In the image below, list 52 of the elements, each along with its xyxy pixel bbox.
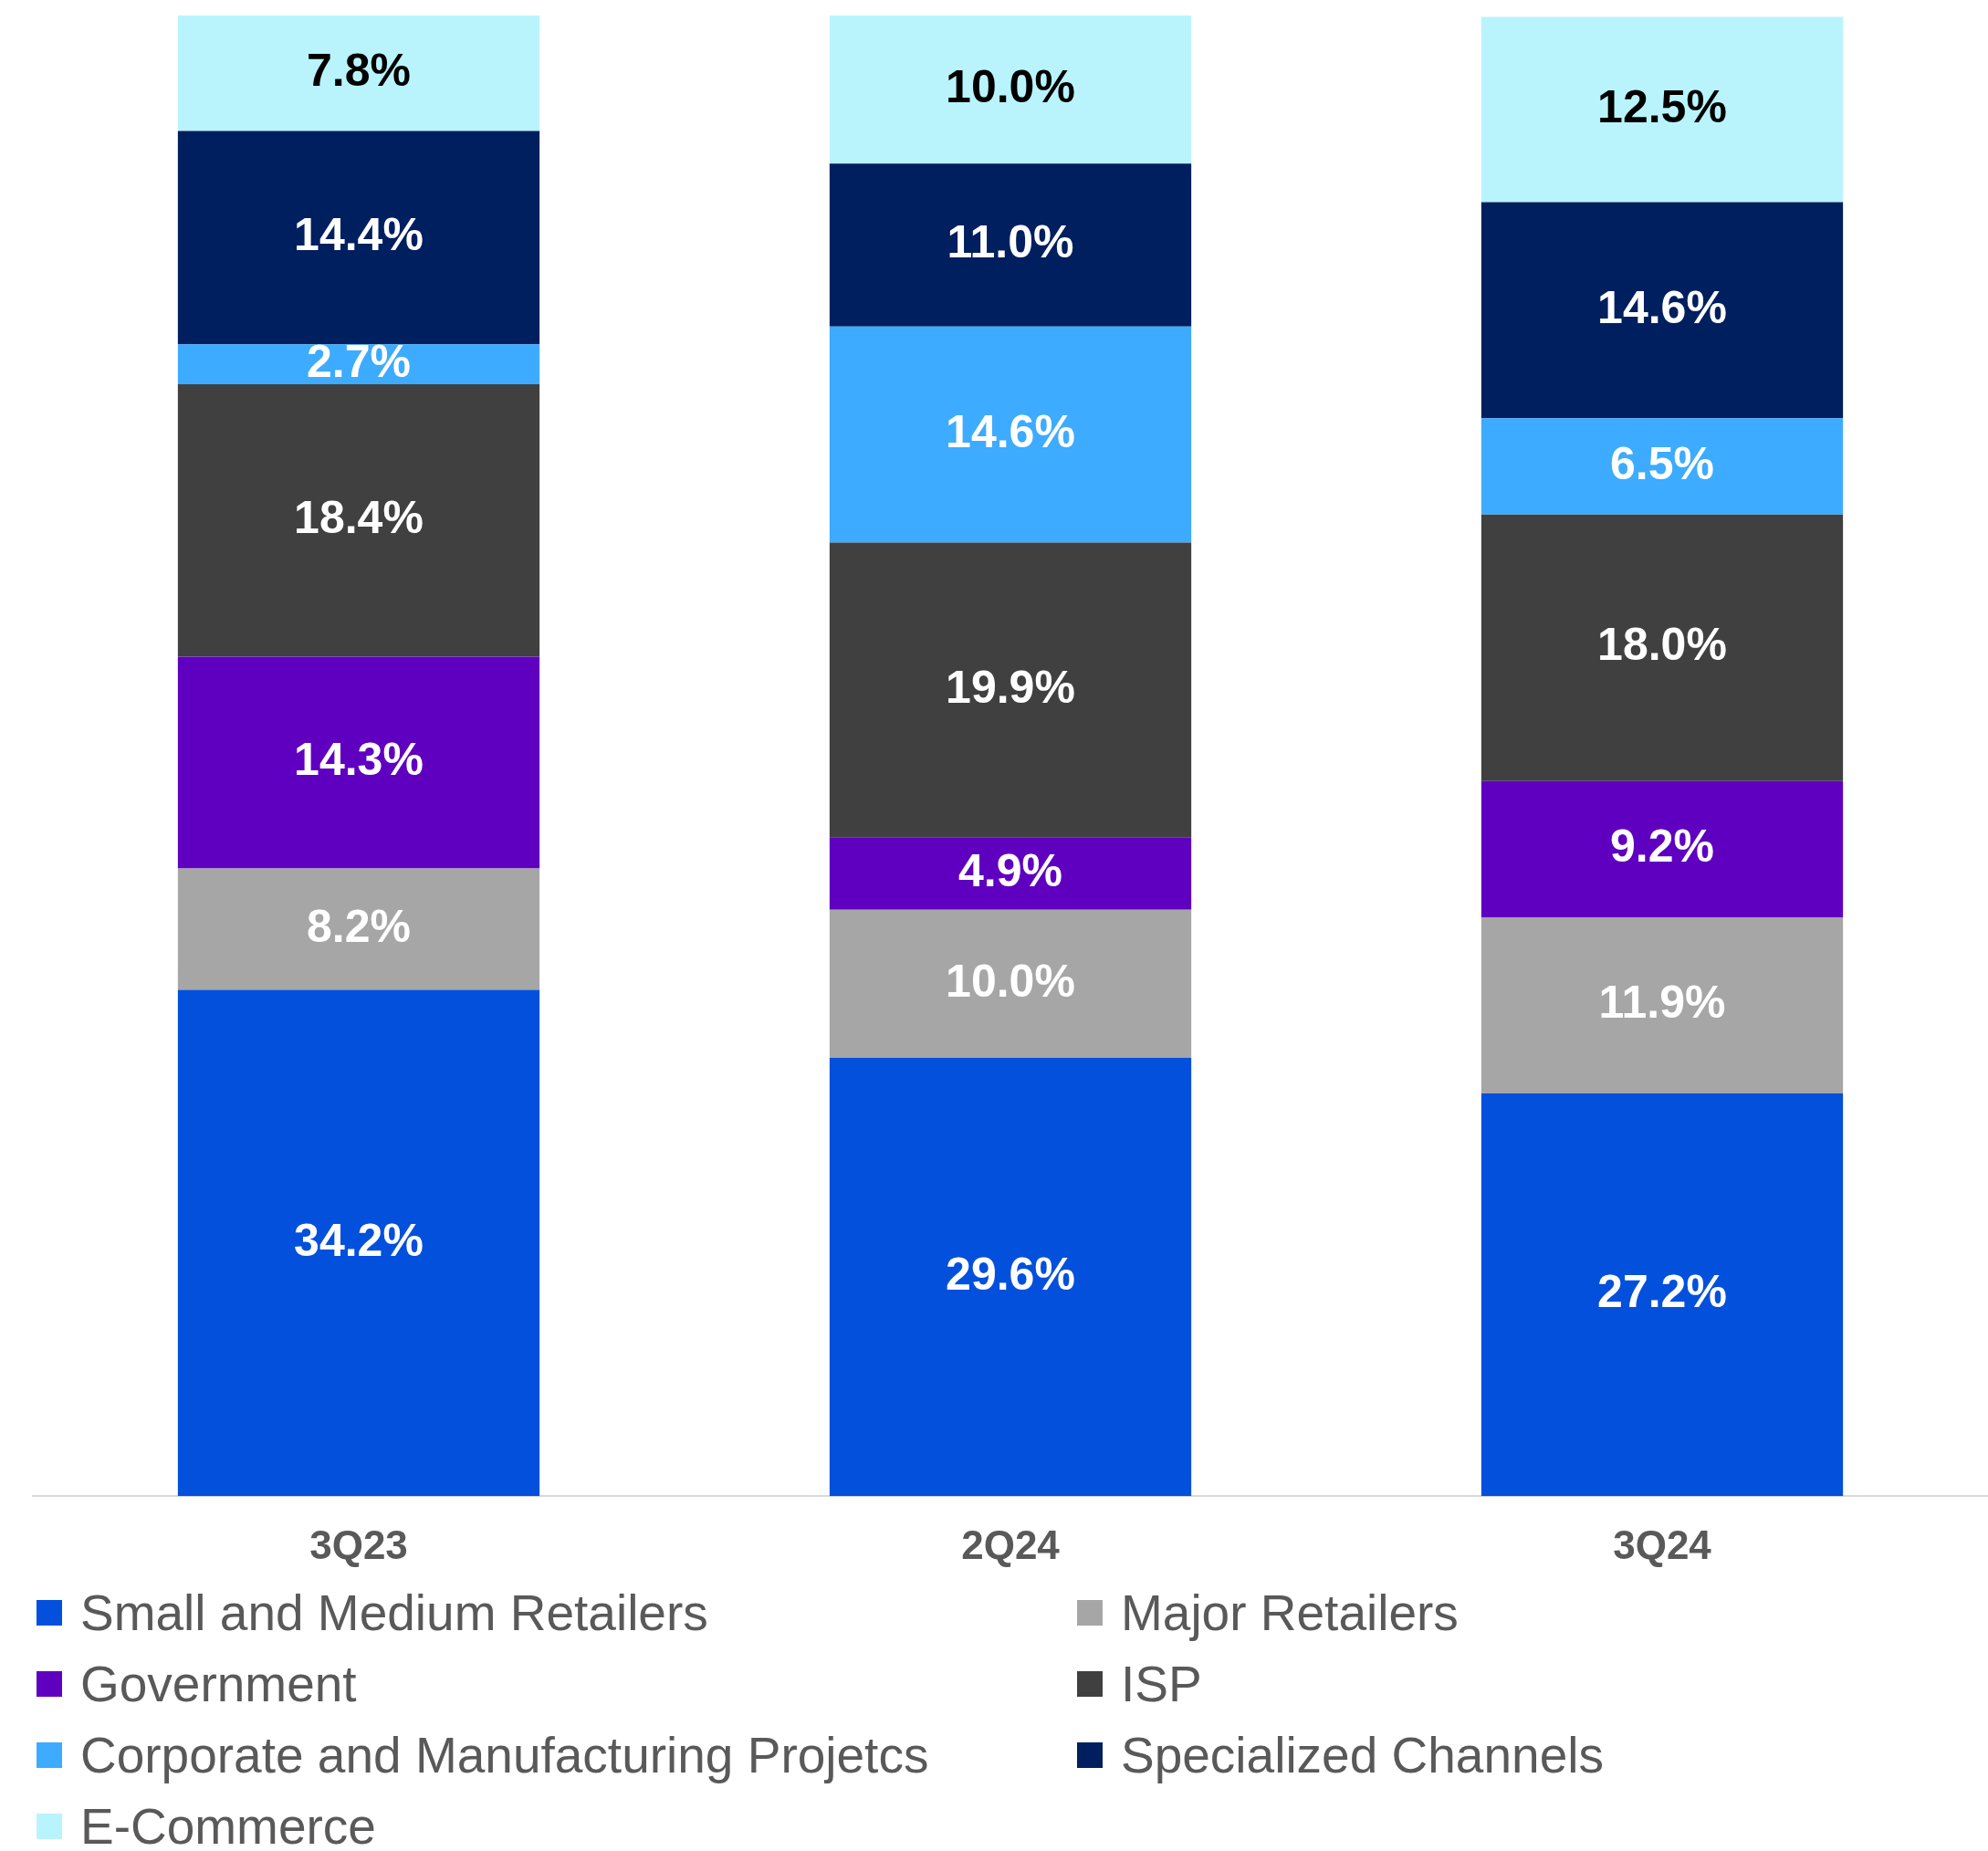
data-label: 14.3% [294, 734, 424, 786]
bar [177, 383, 540, 657]
x-tick-label: 2Q24 [961, 1522, 1061, 1567]
data-label: 4.9% [958, 844, 1062, 896]
data-label: 12.5% [1597, 80, 1727, 132]
data-label: 18.0% [1597, 619, 1727, 671]
data-label: 14.6% [946, 405, 1075, 457]
bar [829, 1058, 1192, 1497]
data-label: 7.8% [307, 45, 411, 97]
data-label: 18.4% [294, 491, 424, 543]
bar [829, 163, 1192, 327]
legend-label: Major Retailers [1121, 1584, 1459, 1642]
legend-label: Small and Medium Retailers [80, 1584, 708, 1642]
bar [177, 344, 540, 384]
bar [177, 656, 540, 869]
legend-label: E-Commerce [80, 1797, 376, 1851]
bar [1481, 514, 1844, 781]
legend-label: Specialized Channels [1121, 1726, 1604, 1784]
data-label: 10.0% [946, 60, 1075, 112]
bar [829, 16, 1192, 164]
bar [1481, 1093, 1844, 1497]
bar [829, 837, 1192, 910]
bar [177, 868, 540, 990]
legend-label: Corporate and Manufacturing Projetcs [80, 1726, 929, 1784]
bar [177, 131, 540, 345]
bar [1481, 780, 1844, 917]
bar [829, 542, 1192, 838]
data-label: 34.2% [294, 1214, 424, 1266]
data-label: 11.0% [947, 216, 1074, 268]
bar [829, 909, 1192, 1059]
bar [829, 326, 1192, 543]
bar [177, 16, 540, 131]
bar [1481, 916, 1844, 1093]
data-label: 2.7% [307, 335, 411, 387]
data-label: 10.0% [946, 955, 1075, 1007]
data-label: 14.6% [1597, 281, 1727, 333]
data-label: 11.9% [1598, 977, 1726, 1029]
x-tick-label: 3Q24 [1613, 1522, 1712, 1567]
bar [1481, 202, 1844, 419]
data-label: 19.9% [946, 661, 1075, 713]
data-label: 6.5% [1610, 437, 1714, 489]
data-label: 14.4% [294, 209, 424, 261]
data-label: 8.2% [307, 900, 411, 952]
bar [1481, 418, 1844, 515]
data-label: 27.2% [1597, 1266, 1727, 1318]
bar [177, 989, 540, 1497]
legend-label: Government [80, 1655, 357, 1713]
bar [1481, 16, 1844, 203]
data-label: 9.2% [1610, 821, 1714, 873]
data-label: 29.6% [946, 1248, 1075, 1300]
x-tick-label: 3Q23 [309, 1522, 408, 1567]
legend-label: ISP [1121, 1655, 1202, 1713]
